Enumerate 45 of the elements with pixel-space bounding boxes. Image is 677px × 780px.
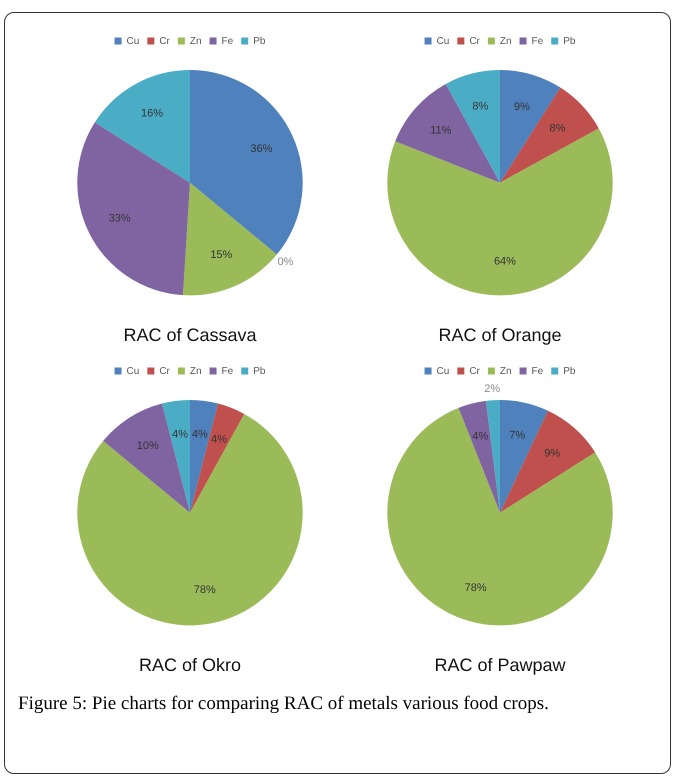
data-label: 4% [211, 433, 228, 446]
data-label: 9% [514, 100, 530, 113]
legend-label: Fe [532, 36, 544, 47]
data-label: 7% [509, 430, 526, 442]
legend-label: Fe [222, 36, 234, 47]
text: RAC of Okro [138, 655, 242, 676]
legend-label: Pb [563, 36, 576, 47]
legend-label: Pb [253, 366, 266, 377]
legend-label: Cu [126, 36, 140, 47]
legend-label: Cr [159, 366, 171, 377]
legend-label: Cr [469, 36, 481, 47]
text: RAC of Pawpaw [434, 655, 567, 676]
legend-label: Zn [500, 366, 512, 377]
caption: Figure 5: Pie charts for comparing RAC of metals various food crops. [18, 692, 550, 716]
legend-label: Fe [532, 366, 544, 377]
data-label: 8% [550, 122, 566, 135]
text: 0% [278, 256, 294, 268]
data-label: 15% [210, 249, 233, 262]
data-label: 78% [464, 582, 487, 594]
legend-label: Pb [253, 36, 266, 47]
legend-label: Pb [563, 366, 576, 377]
data-label: 33% [108, 212, 131, 225]
legend-label: Zn [190, 36, 202, 47]
legend-label: Fe [222, 366, 234, 377]
data-label: 8% [472, 100, 489, 112]
data-label: 9% [544, 448, 560, 460]
legend-label: Cu [436, 36, 450, 47]
legend-label: Zn [190, 366, 202, 377]
legend-label: Cu [436, 366, 450, 377]
legend-label: Cr [469, 366, 481, 377]
text: RAC of Cassava [123, 325, 258, 346]
data-label: 78% [194, 584, 216, 596]
data-label: 36% [250, 143, 273, 156]
data-label: 4% [172, 428, 188, 440]
data-label: 10% [136, 440, 159, 452]
data-label: 11% [430, 124, 452, 137]
data-label: 4% [192, 428, 208, 440]
data-label: 2% [484, 383, 500, 396]
data-label: 64% [494, 255, 516, 268]
legend-label: Cr [159, 36, 171, 47]
data-label: 16% [140, 108, 164, 120]
text: RAC of Orange [438, 325, 562, 346]
legend-label: Zn [500, 36, 512, 47]
data-label: 4% [472, 430, 489, 442]
legend-label: Cu [126, 366, 140, 377]
